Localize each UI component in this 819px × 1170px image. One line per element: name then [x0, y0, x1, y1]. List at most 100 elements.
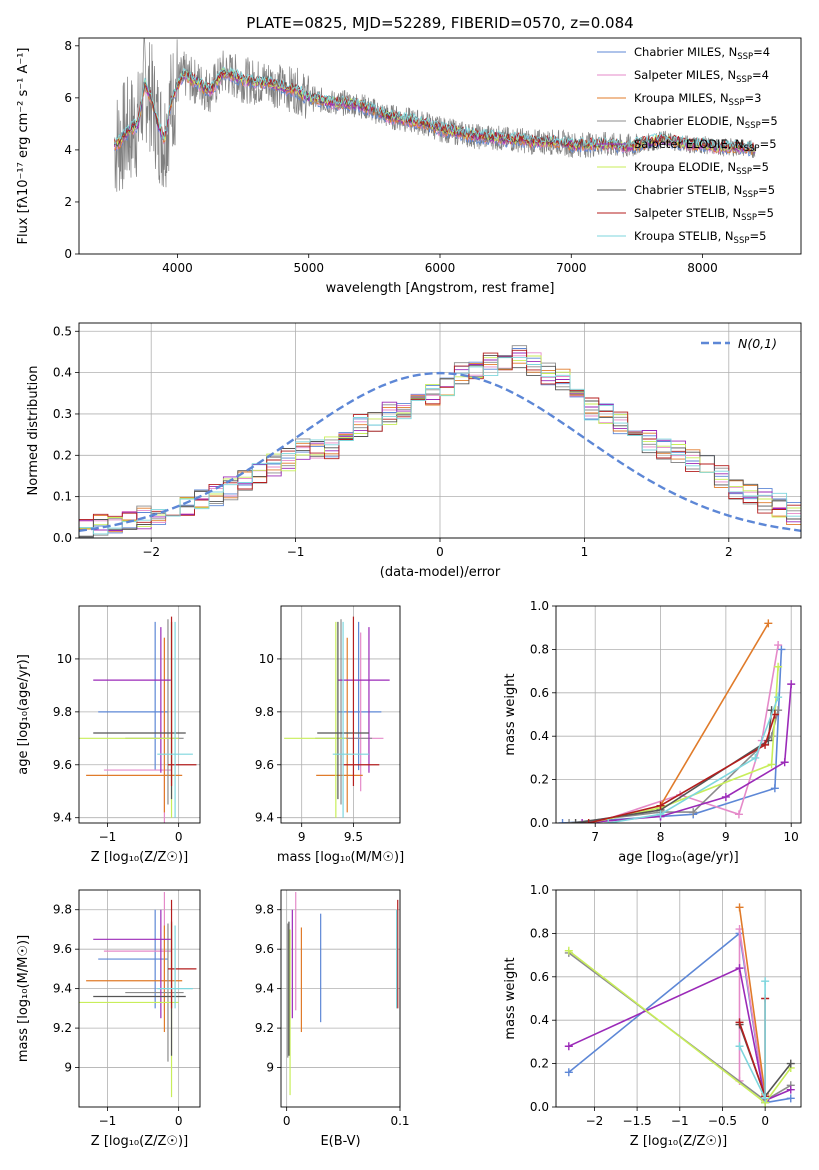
weight-marker [735, 903, 744, 912]
x-tick-label: −1.5 [623, 1114, 652, 1128]
y-tick-label: 0.8 [530, 642, 549, 656]
legend-entry: Chabrier STELIB, NSSP=5 [634, 183, 775, 200]
y-tick-label: 8 [64, 39, 72, 53]
y-tick-label: 2 [64, 195, 72, 209]
panel-age-vs-Z: −1 0 9.4 9.6 9.8 10 Z [log₁₀(Z/Z☉)] age [log₁₀(… [16, 605, 201, 865]
weight-marker [735, 1018, 744, 1027]
y-tick-label: 9.2 [53, 1021, 72, 1035]
x-tick-label: −1 [99, 1114, 117, 1128]
x-tick-label: 0 [283, 1114, 291, 1128]
plot-area-mass-vs-Z [79, 891, 197, 1098]
axes-frame [555, 605, 802, 824]
weight-marker [656, 810, 665, 819]
weight-marker [786, 1094, 795, 1103]
y-tick-label: 0.0 [53, 531, 72, 545]
x-tick-label: −2 [586, 1114, 604, 1128]
x-tick-label: 9 [722, 830, 730, 844]
weight-marker [571, 819, 580, 823]
y-tick-label: 0.3 [53, 407, 72, 421]
y-tick-label: 9.4 [255, 811, 274, 825]
weight-series-line [608, 696, 779, 823]
x-tick-label: 7 [591, 830, 599, 844]
x-tick-label: 6000 [425, 261, 456, 275]
y-axis-label: mass weight [503, 957, 518, 1039]
legend-entry: Kroupa ELODIE, NSSP=5 [634, 160, 769, 177]
y-tick-label: 9.2 [255, 1021, 274, 1035]
weight-marker [734, 810, 743, 819]
legend-entry: Kroupa STELIB, NSSP=5 [634, 229, 766, 246]
y-tick-label: 9.8 [53, 903, 72, 917]
weight-marker [735, 964, 744, 973]
y-axis-label: mass weight [503, 673, 518, 755]
x-tick-label: 10 [784, 830, 799, 844]
y-tick-label: 0.4 [530, 729, 549, 743]
weight-marker [761, 740, 770, 749]
figure-title: PLATE=0825, MJD=52289, FIBERID=0570, z=0… [246, 14, 633, 32]
weight-series-line [738, 907, 766, 1095]
y-tick-label: 9.6 [255, 942, 274, 956]
y-tick-label: 0.6 [530, 970, 549, 984]
normal-curve [79, 371, 801, 532]
panel-spectrum: 4000 5000 6000 7000 8000 0 2 4 6 8 wavelength [Ang… [16, 37, 802, 296]
weight-marker [564, 1042, 573, 1051]
y-tick-label: 10 [259, 652, 274, 666]
x-tick-label: 8 [657, 830, 665, 844]
weight-marker [604, 819, 613, 823]
weight-marker [761, 977, 770, 986]
x-axis-label: Z [log₁₀(Z/Z☉)] [91, 850, 188, 865]
y-tick-label: 9.8 [255, 903, 274, 917]
weight-marker [786, 1085, 795, 1094]
y-tick-label: 0.0 [530, 816, 549, 830]
legend-entry: Kroupa MILES, NSSP=3 [634, 91, 761, 108]
legend: Chabrier MILES, NSSP=4 Salpeter MILES, NS… [597, 45, 778, 246]
x-tick-label: −1 [671, 1114, 689, 1128]
x-tick-label: 0 [761, 1114, 769, 1128]
x-axis-label: mass [log₁₀(M/M☉)] [277, 850, 404, 865]
weight-series-line [588, 714, 776, 823]
x-tick-label: 9 [298, 830, 306, 844]
x-tick-label: −1 [287, 545, 305, 559]
panel-mass-vs-ebv: 0 0.1 9 9.2 9.4 9.6 9.8 E(B-V) [255, 889, 410, 1149]
y-tick-label: 0 [64, 247, 72, 261]
x-tick-label: 8000 [687, 261, 718, 275]
x-axis-label: Z [log₁₀(Z/Z☉)] [91, 1134, 188, 1149]
weight-series-line [568, 966, 792, 1102]
model-spectrum-line [114, 66, 756, 152]
y-tick-label: 0.8 [530, 926, 549, 940]
weight-marker [777, 645, 786, 654]
x-tick-label: −0.5 [708, 1114, 737, 1128]
y-tick-label: 6 [64, 91, 72, 105]
weight-marker [787, 680, 796, 689]
panel-residuals: −2 −1 0 1 2 0.0 0.1 0.2 0.3 0.4 0.5 (data-model)/er… [26, 322, 802, 580]
legend-entry: N(0,1) [738, 336, 777, 351]
weight-marker [774, 641, 783, 650]
legend-entry: Chabrier ELODIE, NSSP=5 [634, 114, 778, 131]
plot-area-age-vs-Z [79, 616, 197, 823]
weight-marker [786, 1059, 795, 1068]
weight-marker [564, 946, 573, 955]
model-spectrum-line [114, 70, 756, 154]
weight-marker [774, 693, 783, 702]
y-tick-label: 9.6 [255, 758, 274, 772]
x-tick-label: −2 [142, 545, 160, 559]
axes-frame [280, 889, 401, 1108]
data-spectrum-line [114, 38, 756, 192]
plot-area-weight-vs-age [558, 619, 796, 823]
plot-area-age-vs-mass [284, 616, 390, 818]
y-axis-label: Normed distribution [26, 366, 41, 496]
weight-marker [656, 801, 665, 810]
y-tick-label: 0.6 [530, 686, 549, 700]
weight-series-line [582, 684, 792, 823]
weight-marker [770, 784, 779, 793]
x-axis-label: (data-model)/error [380, 565, 501, 580]
weight-marker [774, 662, 783, 671]
legend-entry: Salpeter ELODIE, NSSP=5 [634, 137, 777, 154]
x-tick-label: 2 [725, 545, 733, 559]
y-tick-label: 9.8 [255, 705, 274, 719]
weight-marker [764, 619, 773, 628]
legend-entry: Salpeter MILES, NSSP=4 [634, 68, 769, 85]
weight-marker [564, 1068, 573, 1077]
weight-marker [751, 753, 760, 762]
panel-weight-vs-age: 7 8 9 10 0.0 0.2 0.4 0.6 0.8 1.0 age [log₁₀(age/yr… [503, 599, 802, 865]
weight-marker [578, 819, 587, 823]
